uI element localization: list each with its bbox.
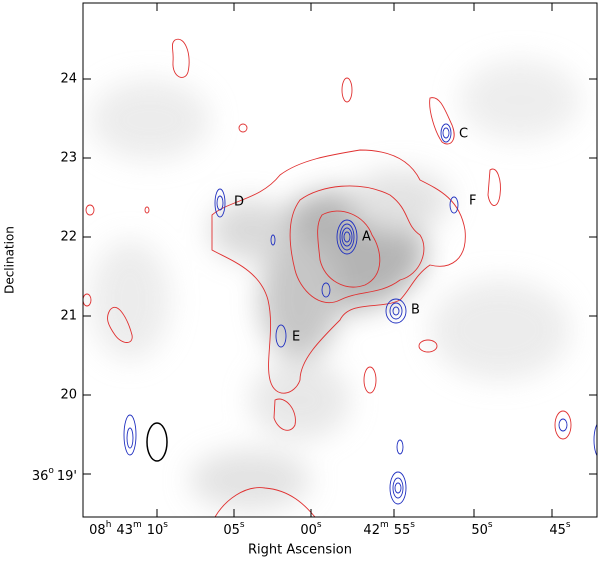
tick-part: s (163, 520, 168, 530)
tick-part: s (410, 520, 415, 530)
tick-part: 19' (57, 469, 77, 484)
x-tick-label: 08h 43m 10s (89, 520, 168, 538)
x-tick-label: 00s (300, 520, 322, 538)
tick-part: 00 (300, 523, 317, 538)
y-tick-label: 24 (60, 72, 77, 87)
x-tick-label: 42m 55s (363, 520, 415, 538)
x-axis-label: Right Ascension (248, 543, 352, 558)
source-label: A (362, 230, 371, 245)
tick-part: 42 (363, 523, 380, 538)
x-tick-label: 50s (471, 520, 493, 538)
plot-frame (82, 2, 598, 518)
tick-part: 45 (549, 523, 566, 538)
tick-part: s (566, 520, 571, 530)
red-contours (83, 38, 572, 517)
source-label: F (469, 194, 476, 209)
tick-part: o (48, 466, 54, 476)
y-tick-label: 36o 19' (32, 466, 77, 484)
tick-part: 43 (116, 523, 133, 538)
x-tick-label: 45s (549, 520, 571, 538)
y-tick-label: 23 (60, 151, 77, 166)
y-tick-label: 21 (60, 309, 77, 324)
y-tick-label: 22 (60, 230, 77, 245)
tick-part: 50 (471, 523, 488, 538)
x-tick-label: 05s (223, 520, 245, 538)
tick-part: 10 (147, 523, 164, 538)
source-labels: A B C D E F (234, 127, 476, 345)
y-tick-label: 20 (60, 388, 77, 403)
tick-part: m (133, 520, 142, 530)
beam (146, 422, 168, 462)
tick-part: s (240, 520, 245, 530)
y-axis-label: Declination (3, 226, 17, 294)
source-label: B (411, 303, 420, 318)
tick-part: 05 (223, 523, 240, 538)
tick-part: s (488, 520, 493, 530)
tick-part: 08 (89, 523, 106, 538)
source-label: C (459, 127, 468, 142)
source-label: E (292, 330, 300, 345)
x-tick-labels: 08h 43m 10s 05s 00s 42m 55s 50s 45s (89, 520, 571, 538)
y-tick-labels: 24 23 22 21 20 36o 19' (32, 72, 77, 484)
ticks (83, 3, 597, 517)
blue-contours (123, 123, 597, 505)
tick-part: s (317, 520, 322, 530)
source-label: D (234, 195, 244, 210)
tick-part: 36 (32, 469, 49, 484)
tick-part: m (380, 520, 389, 530)
tick-part: 55 (394, 523, 411, 538)
tick-part: h (106, 520, 112, 530)
image: A B C D E F (83, 3, 597, 517)
